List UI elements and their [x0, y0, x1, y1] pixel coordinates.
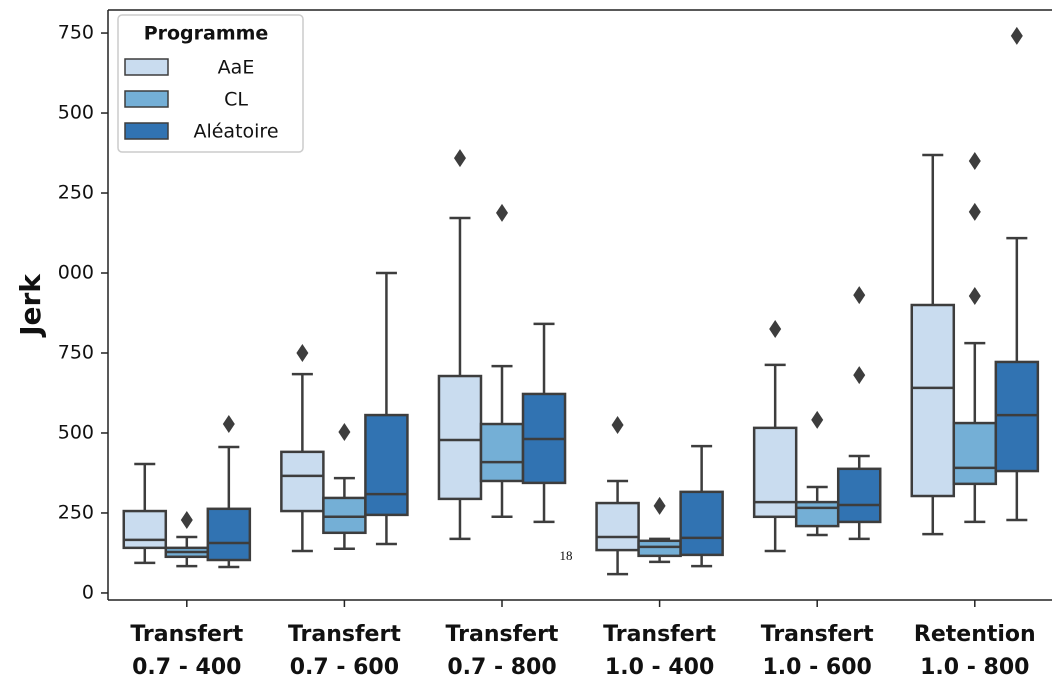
- box: [836, 467, 882, 524]
- legend-label: AaE: [218, 57, 255, 79]
- x-tick-label: Transfert 1.0 - 600: [760, 622, 874, 680]
- y-axis-label: Jerk: [14, 273, 47, 338]
- flier: [453, 149, 466, 168]
- legend-frame: [117, 14, 304, 153]
- box: [910, 303, 956, 498]
- legend-swatch: [124, 90, 169, 108]
- y-tick-label: 500: [58, 421, 94, 443]
- box: [994, 360, 1040, 473]
- box: [122, 509, 168, 550]
- flier: [968, 152, 981, 171]
- box: [752, 426, 798, 519]
- flier: [1010, 26, 1023, 45]
- flier: [180, 511, 193, 530]
- x-tick-label: Retention 1.0 - 800: [913, 622, 1036, 680]
- box: [595, 501, 640, 552]
- y-tick-label: 000: [58, 262, 94, 284]
- y-tick-label: 500: [58, 102, 94, 124]
- legend-label: Aléatoire: [193, 121, 278, 143]
- box: [952, 421, 998, 486]
- flier: [611, 415, 624, 434]
- flier: [222, 415, 235, 434]
- box: [479, 422, 525, 483]
- legend-swatch: [124, 58, 169, 76]
- box: [206, 507, 252, 562]
- x-tick-label: Transfert 0.7 - 800: [445, 622, 559, 680]
- flier: [853, 366, 866, 385]
- x-tick-label: Transfert 0.7 - 400: [130, 622, 244, 680]
- legend-swatch: [124, 122, 169, 140]
- flier: [296, 343, 309, 362]
- box: [637, 539, 682, 558]
- y-tick-label: 250: [58, 501, 94, 523]
- flier: [968, 202, 981, 221]
- box: [280, 450, 325, 513]
- box: [364, 413, 409, 517]
- flier: [653, 496, 666, 515]
- y-tick-label: 750: [58, 22, 94, 44]
- flier: [496, 203, 508, 222]
- y-tick-label: 0: [82, 581, 94, 603]
- y-tick-label: 250: [58, 182, 94, 204]
- box: [679, 490, 724, 557]
- flier: [968, 287, 981, 306]
- x-tick-label: Transfert 1.0 - 400: [603, 622, 717, 680]
- y-tick-label: 750: [58, 341, 94, 363]
- flier: [811, 410, 824, 429]
- legend-title: Programme: [144, 23, 269, 45]
- flier: [769, 319, 782, 338]
- flier: [853, 286, 866, 305]
- flier: [338, 423, 351, 442]
- legend-label: CL: [224, 89, 248, 111]
- box: [437, 374, 483, 501]
- annotation: 18: [560, 548, 573, 563]
- x-tick-label: Transfert 0.7 - 600: [287, 622, 401, 680]
- box: [794, 500, 840, 528]
- box: [322, 496, 367, 535]
